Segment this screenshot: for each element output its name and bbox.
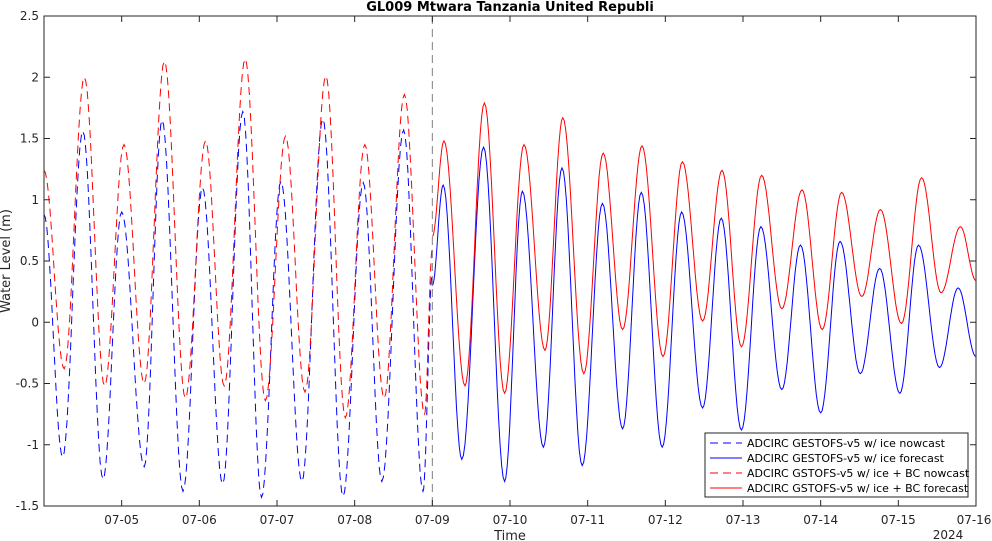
y-tick-label: -0.5 bbox=[16, 377, 39, 391]
chart-title: GL009 Mtwara Tanzania United Republi bbox=[366, 0, 654, 15]
x-axis-label: Time bbox=[493, 529, 526, 541]
x-tick-label: 07-06 bbox=[182, 513, 217, 527]
legend-label: ADCIRC GESTOFS-v5 w/ ice forecast bbox=[747, 452, 945, 465]
y-tick-label: 0 bbox=[31, 315, 39, 329]
x-tick-label: 07-12 bbox=[648, 513, 683, 527]
legend-box bbox=[704, 432, 969, 498]
x-tick-label: 07-10 bbox=[493, 513, 528, 527]
y-tick-label: -1 bbox=[27, 438, 39, 452]
x-year-label: 2024 bbox=[933, 528, 964, 541]
x-tick-label: 07-11 bbox=[570, 513, 605, 527]
series-line-4 bbox=[431, 101, 977, 395]
series-line-2 bbox=[431, 145, 977, 484]
x-tick-label: 07-09 bbox=[415, 513, 450, 527]
x-tick-label: 07-05 bbox=[104, 513, 139, 527]
y-tick-label: 1 bbox=[31, 193, 39, 207]
x-tick-label: 07-16 bbox=[957, 513, 992, 527]
y-tick-label: 1.5 bbox=[20, 132, 39, 146]
y-tick-label: 2 bbox=[31, 70, 39, 84]
x-tick-label: 07-14 bbox=[803, 513, 838, 527]
x-tick-label: 07-15 bbox=[881, 513, 916, 527]
y-tick-label: 0.5 bbox=[20, 254, 39, 268]
legend: ADCIRC GESTOFS-v5 w/ ice nowcast ADCIRC G… bbox=[704, 432, 970, 498]
y-axis-label: Water Level (m) bbox=[0, 209, 14, 313]
x-tick-label: 07-13 bbox=[726, 513, 761, 527]
x-tick-label: 07-08 bbox=[337, 513, 372, 527]
plot-area bbox=[43, 15, 977, 507]
y-tick-label: -1.5 bbox=[16, 499, 39, 513]
x-tick-label: 07-07 bbox=[260, 513, 295, 527]
series-line-3 bbox=[43, 57, 433, 420]
series-line-1 bbox=[43, 109, 433, 500]
legend-label: ADCIRC GESTOFS-v5 w/ ice nowcast bbox=[747, 437, 946, 450]
legend-label: ADCIRC GSTOFS-v5 w/ ice + BC nowcast bbox=[747, 467, 970, 480]
legend-label: ADCIRC GSTOFS-v5 w/ ice + BC forecast bbox=[747, 482, 969, 495]
y-tick-label: 2.5 bbox=[20, 9, 39, 23]
